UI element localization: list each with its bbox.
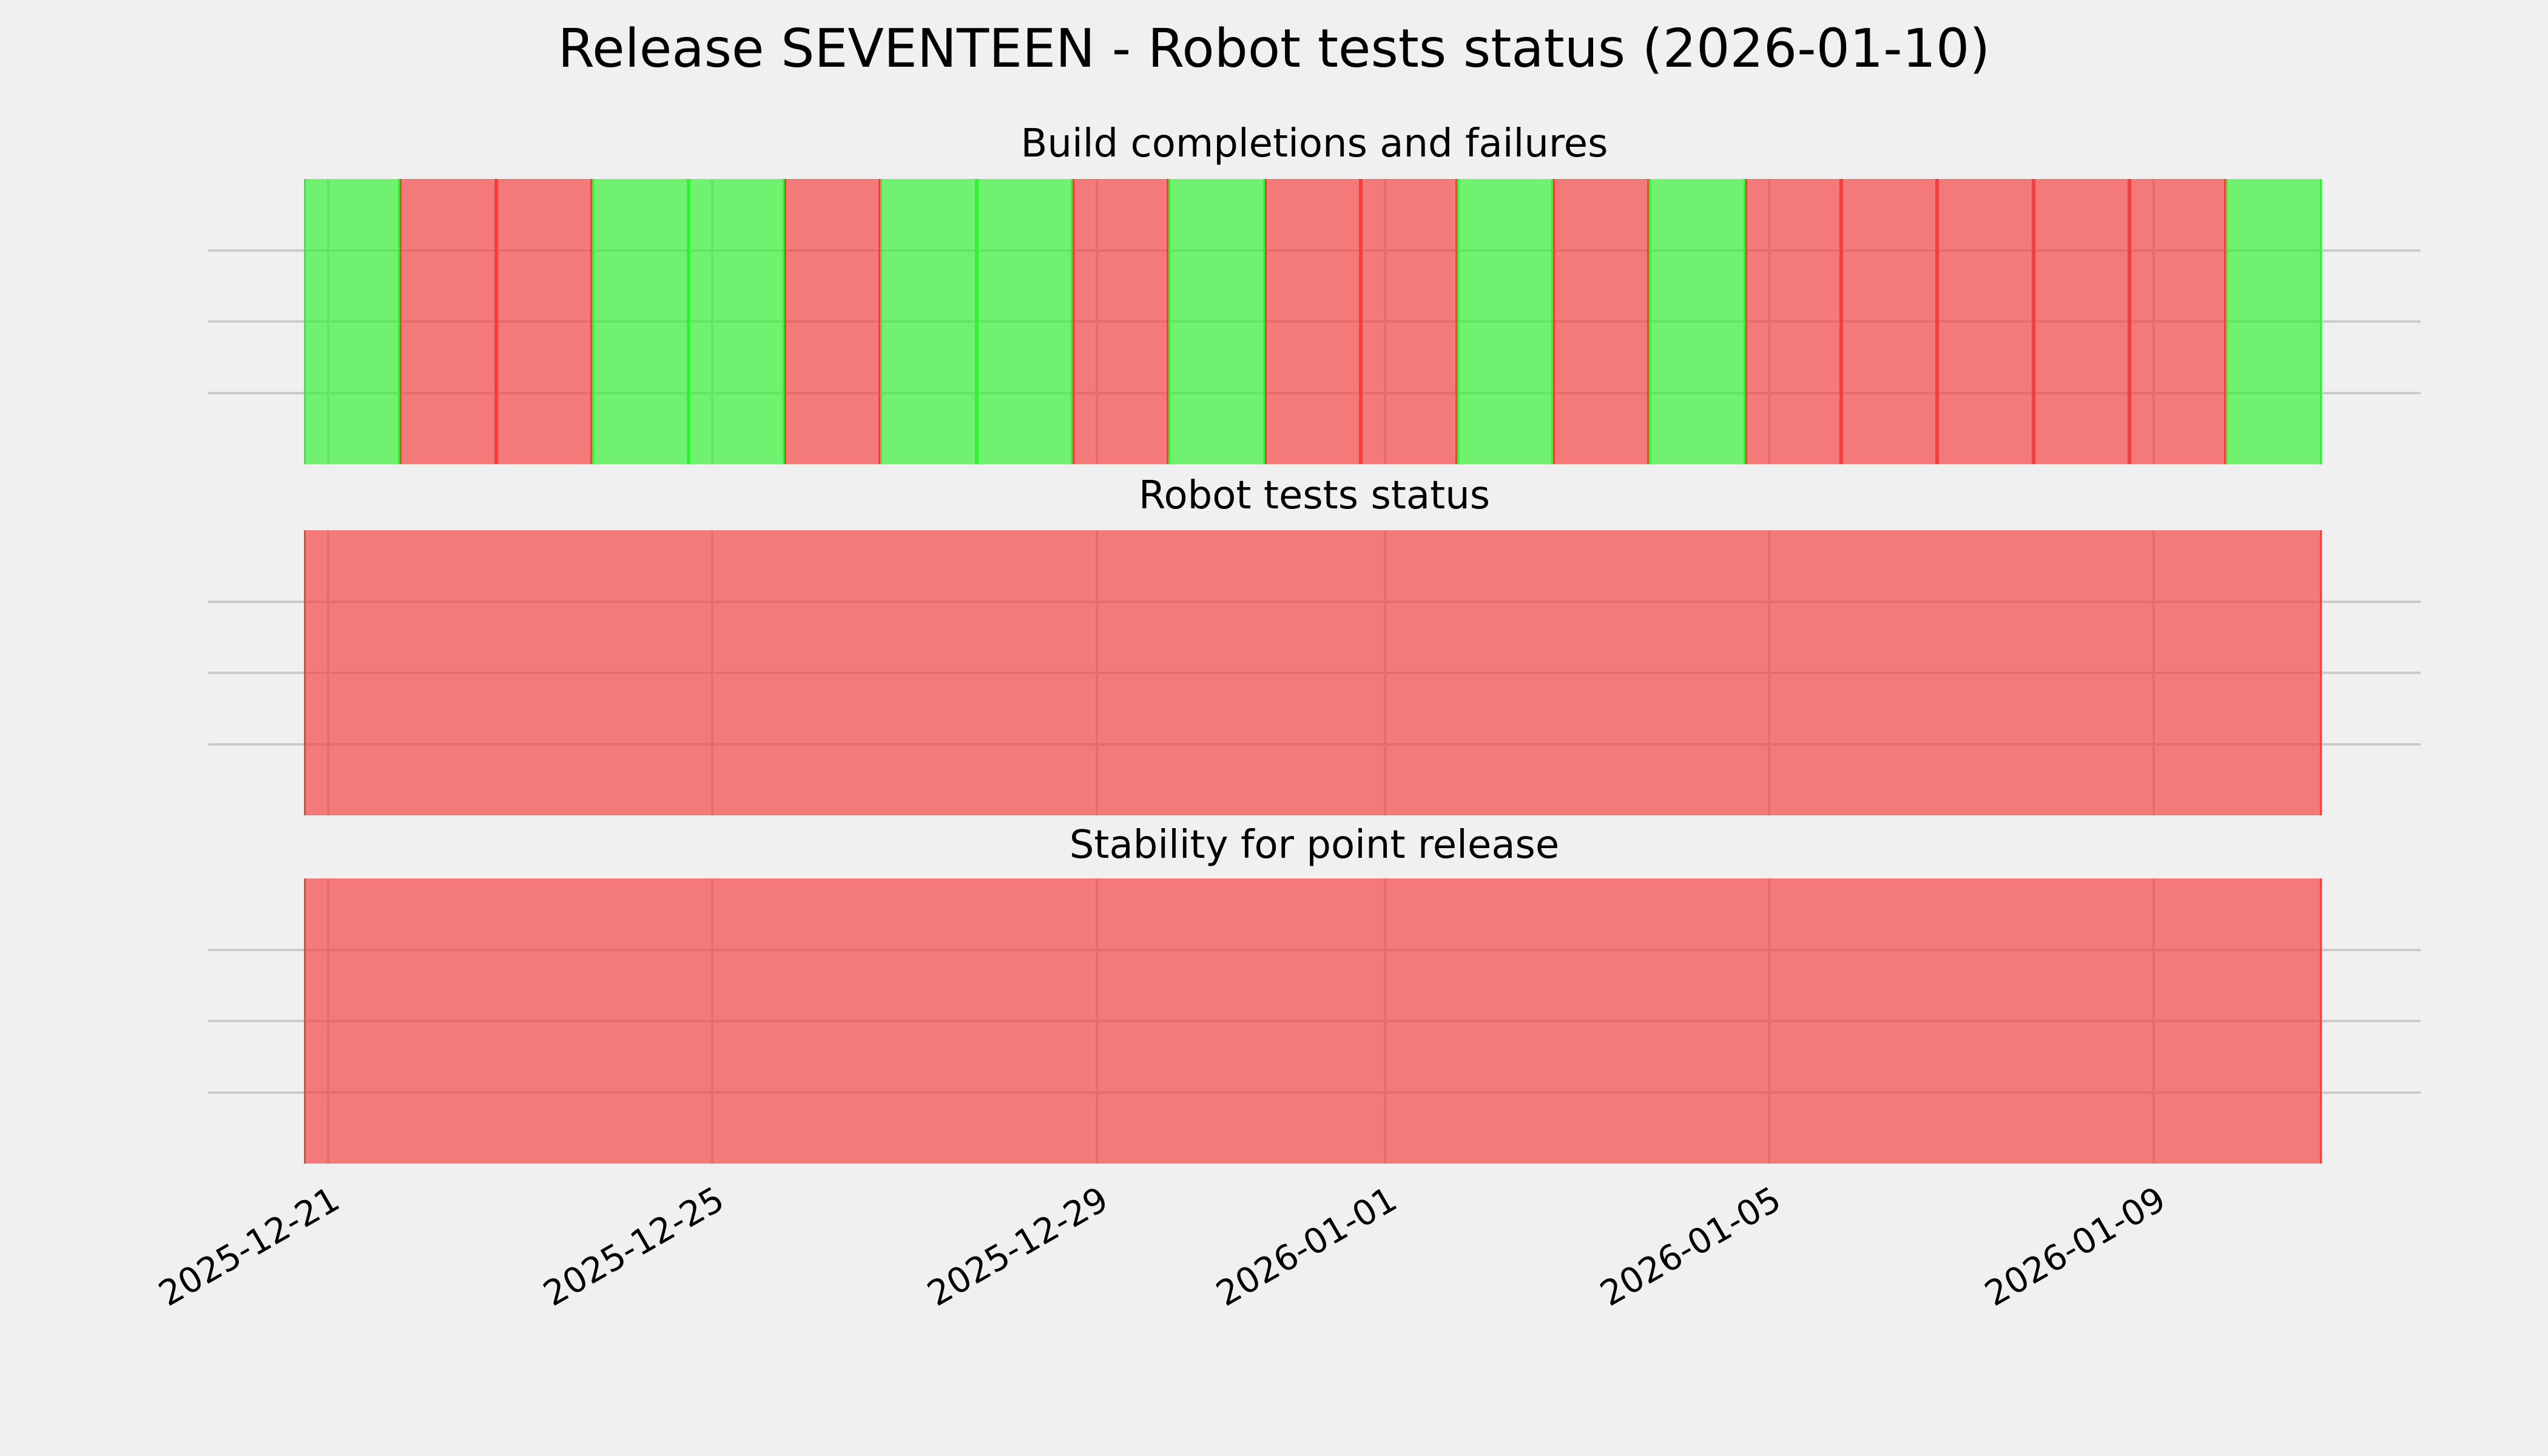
- subplot-title-build: Build completions and failures: [1020, 121, 1608, 166]
- status-cell-2026-01-07-fail: [1937, 179, 2034, 464]
- status-cell-2025-12-27-pass: [880, 179, 977, 464]
- status-cell-2026-01-10-pass: [2225, 179, 2322, 464]
- subplot-title-robot: Robot tests status: [1138, 473, 1491, 518]
- subplot-axes-stability: [208, 878, 2421, 1164]
- status-band: [304, 530, 2322, 815]
- subplot-title-stability: Stability for point release: [1069, 823, 1560, 868]
- status-cell-2025-12-29-fail: [1073, 179, 1169, 464]
- chart-main-title: Release SEVENTEEN - Robot tests status (…: [558, 18, 1990, 79]
- status-cell-2025-12-26-fail: [784, 179, 881, 464]
- x-tick-label: 2025-12-21: [152, 1179, 347, 1315]
- status-cell-2026-01-05-fail: [1745, 179, 1842, 464]
- status-cell-2025-12-21-fail: [304, 878, 2322, 1164]
- status-band: [304, 179, 2322, 464]
- x-tick-label: 2025-12-29: [921, 1179, 1116, 1315]
- status-cell-2026-01-09-fail: [2129, 179, 2226, 464]
- status-band: [304, 878, 2322, 1164]
- status-cell-2025-12-31-fail: [1264, 179, 1361, 464]
- status-cell-2026-01-06-fail: [1841, 179, 1938, 464]
- status-cell-2026-01-08-fail: [2033, 179, 2130, 464]
- status-cell-2026-01-04-pass: [1649, 179, 1745, 464]
- status-cell-2026-01-01-fail: [1361, 179, 1457, 464]
- status-cell-2025-12-30-pass: [1168, 179, 1265, 464]
- subplot-axes-robot: [208, 530, 2421, 815]
- status-cell-2025-12-21-fail: [304, 530, 2322, 815]
- x-tick-label: 2026-01-09: [1978, 1179, 2172, 1315]
- x-tick-label: 2025-12-25: [536, 1179, 731, 1315]
- status-cell-2025-12-22-fail: [400, 179, 496, 464]
- x-tick-label: 2026-01-05: [1593, 1179, 1788, 1315]
- status-cell-2025-12-21-pass: [304, 179, 400, 464]
- status-cell-2025-12-24-pass: [592, 179, 689, 464]
- status-cell-2025-12-28-pass: [976, 179, 1073, 464]
- x-tick-label: 2026-01-01: [1209, 1179, 1404, 1315]
- status-cell-2026-01-03-fail: [1552, 179, 1650, 464]
- status-cell-2026-01-02-pass: [1457, 179, 1553, 464]
- subplot-axes-build: [208, 179, 2421, 464]
- status-cell-2025-12-23-fail: [496, 179, 593, 464]
- status-cell-2025-12-25-pass: [688, 179, 784, 464]
